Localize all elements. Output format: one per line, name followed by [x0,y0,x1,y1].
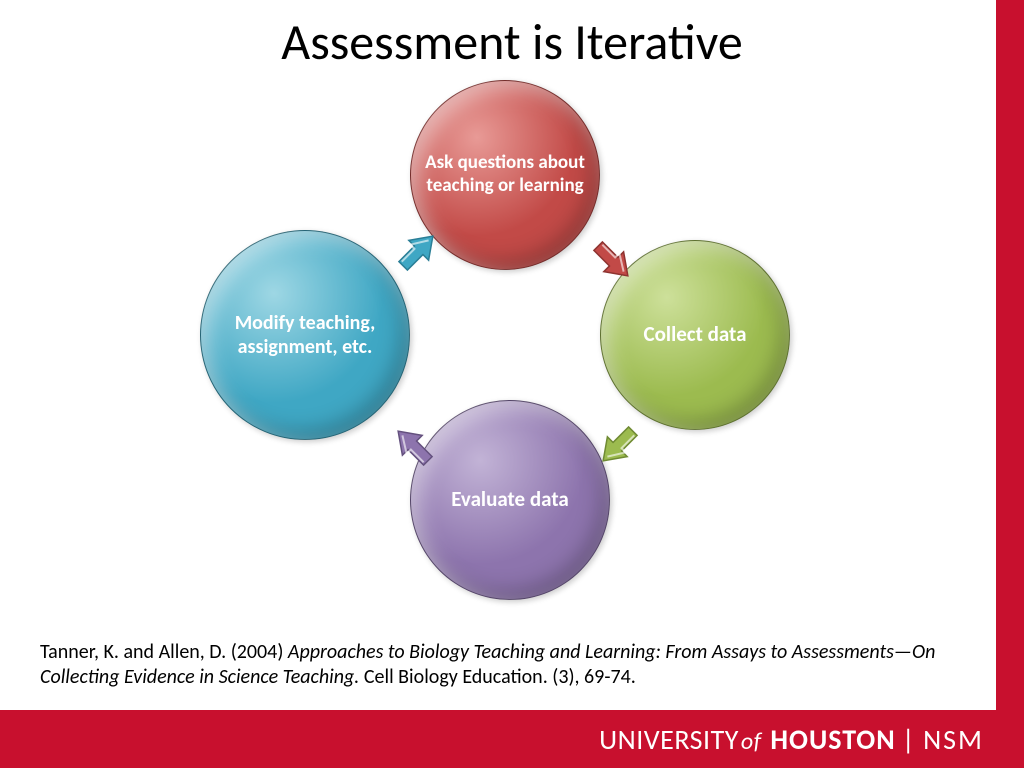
footer-brand: UNIVERSITYof HOUSTON|NSM [599,722,984,757]
citation-text: Tanner, K. and Allen, D. (2004) Approach… [40,640,980,690]
footer-university: UNIVERSITY [599,722,739,757]
footer-divider: | [902,722,915,757]
cycle-node-label: Ask questions about teaching or learning [411,142,599,208]
brand-footer-bar: UNIVERSITYof HOUSTON|NSM [0,710,1024,768]
cycle-node-modify: Modify teaching, assignment, etc. [200,230,410,440]
cycle-node-label: Evaluate data [441,477,579,522]
footer-of: of [741,727,762,756]
cycle-node-label: Collect data [634,312,757,357]
cycle-node-evaluate: Evaluate data [410,400,610,600]
brand-side-bar [996,0,1024,768]
footer-houston: HOUSTON [770,722,895,757]
slide: Assessment is Iterative Ask questions ab… [0,0,1024,768]
cycle-diagram: Ask questions about teaching or learning… [180,80,820,620]
citation-post: Cell Biology Education. (3), 69-74. [359,665,635,689]
citation-pre: Tanner, K. and Allen, D. (2004) [40,640,288,664]
footer-dept: NSM [923,722,984,757]
cycle-node-label: Modify teaching, assignment, etc. [201,301,409,369]
page-title: Assessment is Iterative [0,12,1024,73]
